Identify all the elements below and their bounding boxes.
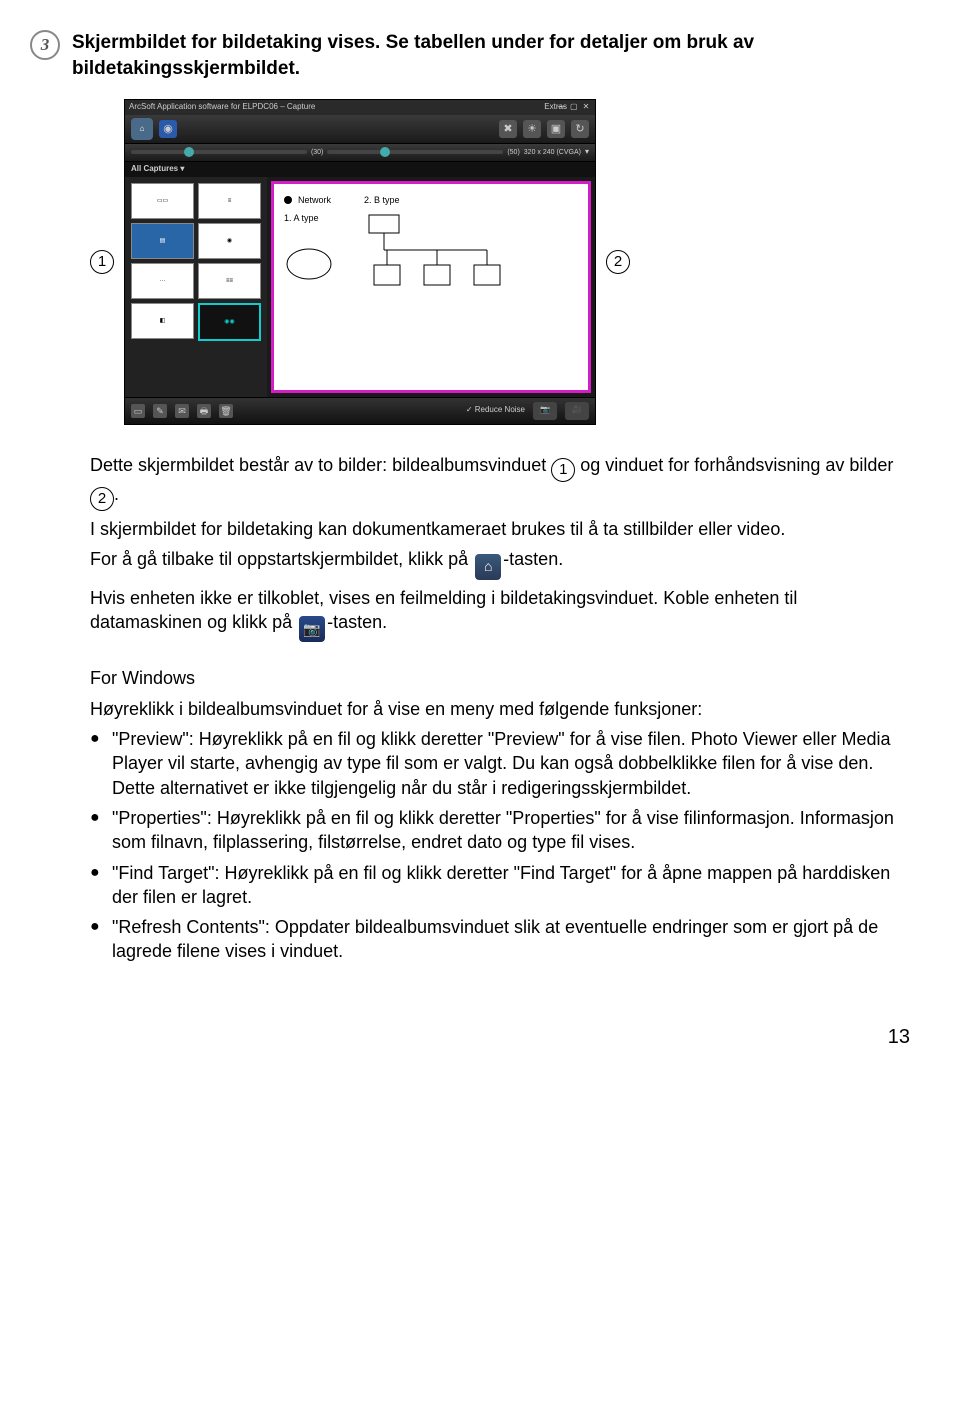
close-icon[interactable]: ✕ — [581, 102, 591, 113]
screenshot-with-callouts: 1 ArcSoft Application software for ELPDC… — [90, 99, 910, 424]
diagram-b-label: 2. B type — [364, 194, 514, 206]
step-text: Skjermbildet for bildetaking vises. Se t… — [72, 30, 910, 81]
minimize-icon[interactable]: — — [557, 102, 567, 113]
windows-heading: For Windows — [90, 666, 910, 690]
app-slider-bar: (30) (50) 320 x 240 (CVGA) ▾ — [125, 144, 595, 162]
paragraph: For å gå tilbake til oppstartskjermbilde… — [90, 547, 910, 579]
slider-1[interactable] — [131, 150, 307, 154]
text: Dette skjermbildet består av to bilder: … — [90, 455, 551, 475]
bullet-list: "Preview": Høyreklikk på en fil og klikk… — [90, 727, 910, 964]
tool-icon[interactable]: 🖶 — [197, 404, 211, 418]
app-bottom-bar: ▭ ✎ ✉ 🖶 🗑 ✓ Reduce Noise 📷 🎥 — [125, 397, 595, 424]
app-titlebar: ArcSoft Application software for ELPDC06… — [125, 100, 595, 115]
app-toolbar: ⌂ ◉ ✖ ☀ ▣ ↻ — [125, 115, 595, 144]
thumbnail[interactable]: ◉ — [198, 223, 261, 259]
tool-icon[interactable]: 🗑 — [219, 404, 233, 418]
text: -tasten. — [327, 612, 387, 632]
brightness-icon[interactable]: ☀ — [523, 120, 541, 138]
app-brand: ArcSoft — [129, 102, 155, 111]
windows-intro: Høyreklikk i bildealbumsvinduet for å vi… — [90, 697, 910, 721]
webcam-icon[interactable]: ◉ — [159, 120, 177, 138]
text: -tasten. — [503, 549, 563, 569]
tool-icon[interactable]: ▭ — [131, 404, 145, 418]
slider-1-val: (30) — [311, 148, 323, 157]
text: Hvis enheten ikke er tilkoblet, vises en… — [90, 588, 797, 632]
callout-2: 2 — [606, 250, 630, 274]
preview-pane: Network 1. A type 2. B type — [271, 181, 591, 393]
extras-label[interactable]: Extras — [544, 102, 554, 113]
thumbnail[interactable]: ≡ — [198, 183, 261, 219]
thumbnail[interactable]: ≡≡ — [198, 263, 261, 299]
inline-circ-2: 2 — [90, 487, 114, 511]
slider-2[interactable] — [327, 150, 503, 154]
slider-2-val: (50) — [507, 148, 519, 157]
app-window: ArcSoft Application software for ELPDC06… — [124, 99, 596, 424]
all-captures-label: All Captures — [131, 164, 178, 173]
paragraph: Hvis enheten ikke er tilkoblet, vises en… — [90, 586, 910, 643]
capture-photo-icon[interactable]: 📷 — [533, 402, 557, 420]
capture-video-icon[interactable]: 🎥 — [565, 402, 589, 420]
thumbnail[interactable]: ··· — [131, 263, 194, 299]
text: . — [114, 484, 119, 504]
tool-icon[interactable]: ✎ — [153, 404, 167, 418]
diagram-network-label: Network — [298, 194, 331, 206]
list-item: "Properties": Høyreklikk på en fil og kl… — [90, 806, 910, 855]
step-header: 3 Skjermbildet for bildetaking vises. Se… — [30, 30, 910, 81]
paragraph: Dette skjermbildet består av to bilder: … — [90, 453, 910, 511]
tools-icon[interactable]: ✖ — [499, 120, 517, 138]
thumbnail[interactable]: ▭▭ — [131, 183, 194, 219]
home-icon[interactable]: ⌂ — [131, 118, 153, 140]
app-title: Application software for ELPDC06 – Captu… — [157, 102, 315, 111]
list-item: "Find Target": Høyreklikk på en fil og k… — [90, 861, 910, 910]
home-button-icon: ⌂ — [475, 554, 501, 580]
diagram-a-label: 1. A type — [284, 212, 334, 224]
callout-1: 1 — [90, 250, 114, 274]
reduce-noise-label[interactable]: Reduce Noise — [475, 405, 525, 414]
focus-icon[interactable]: ▣ — [547, 120, 565, 138]
tool-icon[interactable]: ✉ — [175, 404, 189, 418]
inline-circ-1: 1 — [551, 458, 575, 482]
all-captures-bar[interactable]: All Captures ▾ — [125, 162, 595, 177]
text: For å gå tilbake til oppstartskjermbilde… — [90, 549, 473, 569]
thumbnail-pane: ▭▭ ≡ ▤ ◉ ··· ≡≡ ◧ ◉◉ — [125, 177, 267, 397]
camera-button-icon: 📷 — [299, 616, 325, 642]
paragraph: I skjermbildet for bildetaking kan dokum… — [90, 517, 910, 541]
dropdown-icon[interactable]: ▾ — [585, 147, 589, 158]
list-item: "Refresh Contents": Oppdater bildealbums… — [90, 915, 910, 964]
text: og vinduet for forhåndsvisning av bilder — [575, 455, 893, 475]
thumbnail[interactable]: ▤ — [131, 223, 194, 259]
step-number-badge: 3 — [30, 30, 60, 60]
page-number: 13 — [30, 1024, 910, 1051]
list-item: "Preview": Høyreklikk på en fil og klikk… — [90, 727, 910, 800]
thumbnail-selected[interactable]: ◉◉ — [198, 303, 261, 341]
resolution-label[interactable]: 320 x 240 (CVGA) — [524, 148, 581, 157]
thumbnail[interactable]: ◧ — [131, 303, 194, 339]
maximize-icon[interactable]: ▢ — [569, 102, 579, 113]
rotate-icon[interactable]: ↻ — [571, 120, 589, 138]
